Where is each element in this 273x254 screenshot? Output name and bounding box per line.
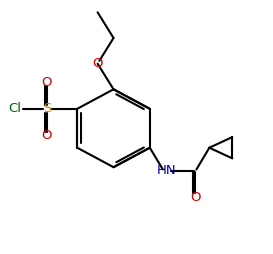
Text: O: O bbox=[42, 76, 52, 89]
Text: O: O bbox=[92, 57, 103, 70]
Text: O: O bbox=[42, 129, 52, 141]
Text: HN: HN bbox=[156, 164, 176, 177]
Text: S: S bbox=[43, 102, 51, 115]
Text: Cl: Cl bbox=[8, 102, 21, 115]
Text: O: O bbox=[190, 191, 200, 204]
